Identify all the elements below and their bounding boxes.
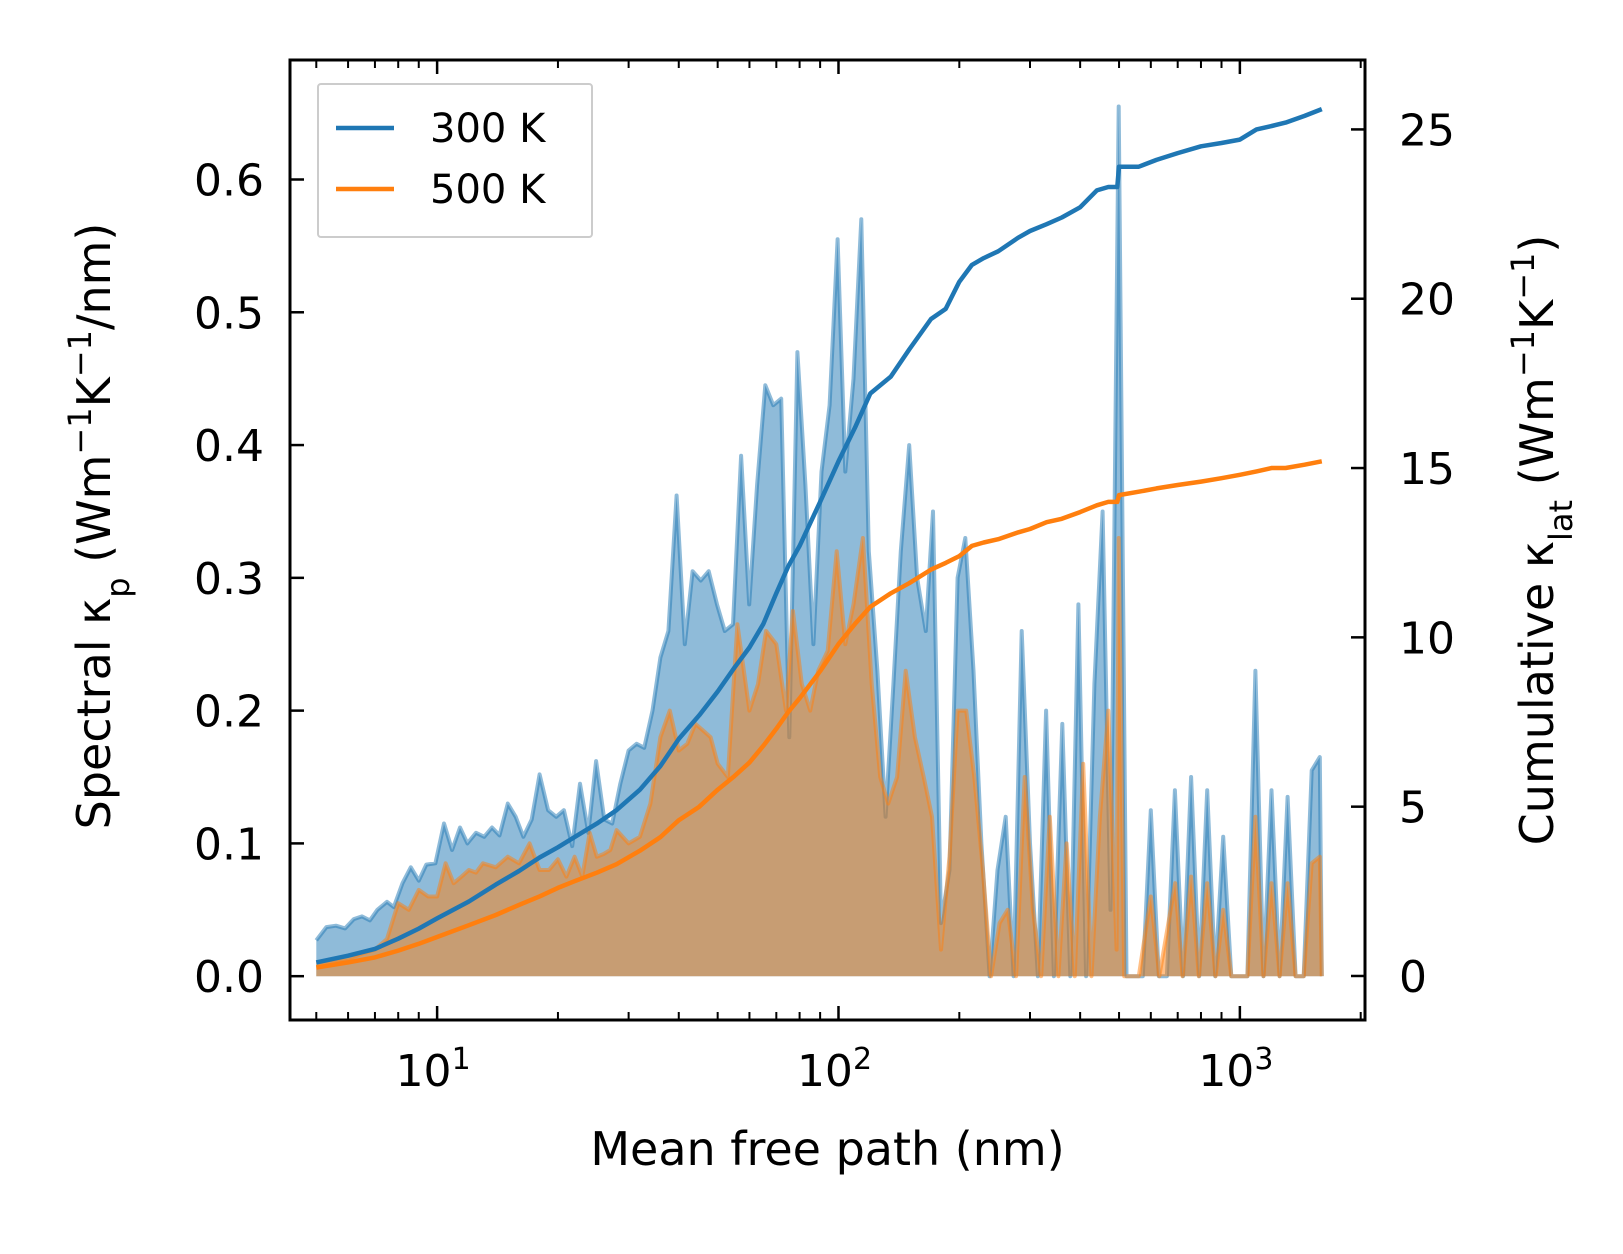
- y-left-title-sup1: −1: [61, 407, 99, 454]
- x-tick-label: 101: [396, 1042, 471, 1098]
- y-left-tick-label: 0.5: [194, 288, 264, 339]
- y-right-tick-label: 0: [1399, 952, 1427, 1003]
- line-500-k-spectral: [315, 536, 1324, 979]
- y-left-title-units-pre: (Wm: [67, 455, 121, 578]
- y-left-tick-label: 0.6: [194, 156, 264, 207]
- y-right-title-mid: K: [1510, 298, 1564, 330]
- area-500-k-spectral: [316, 538, 1322, 977]
- legend-box: [317, 83, 593, 238]
- y-left-title-mid: K: [67, 375, 121, 407]
- y-left-tick-label: 0.0: [194, 952, 264, 1003]
- plot-area: [314, 104, 1324, 979]
- y-right-title-sup1: −1: [1504, 330, 1542, 377]
- y-right-title-sub: lat: [1542, 500, 1580, 541]
- axis-ticks: 101 102 103 0.0 0.1 0.2 0.3 0.4 0.5 0.6 0 5 10 15 20 25: [194, 60, 1455, 1097]
- plot-frame: [288, 58, 1367, 1022]
- y-left-tick-label: 0.3: [194, 554, 264, 605]
- legend-label-300k: 300 K: [430, 106, 547, 152]
- y-right-tick-label: 10: [1399, 613, 1455, 664]
- y-right-title-main: Cumulative κ: [1510, 541, 1564, 845]
- y-right-tick-label: 20: [1399, 275, 1455, 326]
- legend: 300 K 500 K: [317, 83, 593, 238]
- y-right-axis-title: Cumulative κlat (Wm−1K−1): [1504, 235, 1580, 846]
- y-right-title-sup2: −1: [1504, 253, 1542, 300]
- line-500-k-cumulative: [315, 459, 1323, 970]
- x-axis-title: Mean free path (nm): [590, 1122, 1064, 1176]
- y-left-title-sup2: −1: [61, 330, 99, 377]
- y-left-title-sub: p: [99, 577, 137, 597]
- y-right-tick-label: 25: [1399, 105, 1455, 156]
- y-right-title-units-post: ): [1510, 235, 1564, 253]
- y-left-tick-label: 0.2: [194, 687, 264, 738]
- y-left-title-main: Spectral κ: [67, 598, 121, 830]
- legend-label-500k: 500 K: [430, 167, 547, 213]
- x-tick-label: 102: [797, 1042, 872, 1098]
- y-right-title-units-pre: (Wm: [1510, 377, 1564, 500]
- x-tick-label: 103: [1198, 1042, 1273, 1098]
- y-left-title-units-post: /nm): [67, 223, 121, 330]
- line-300-k-cumulative: [315, 107, 1323, 965]
- y-right-tick-label: 15: [1399, 444, 1455, 495]
- y-right-tick-label: 5: [1399, 783, 1427, 834]
- y-left-tick-label: 0.4: [194, 421, 264, 472]
- y-left-axis-title: Spectral κp (Wm−1K−1/nm): [61, 223, 137, 830]
- y-left-tick-label: 0.1: [194, 819, 264, 870]
